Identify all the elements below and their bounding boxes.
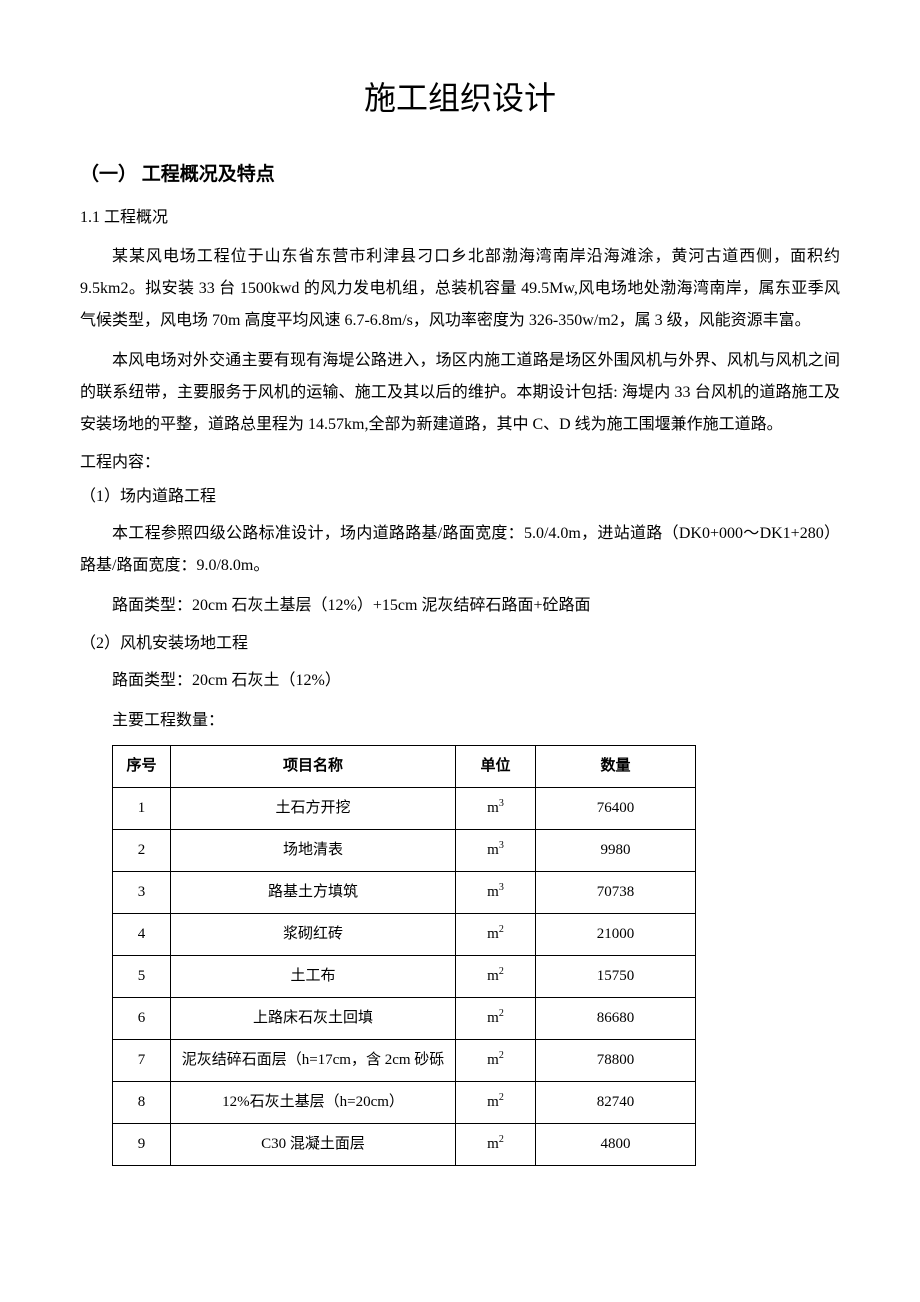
cell-unit: m2 — [456, 997, 536, 1039]
cell-name: 上路床石灰土回填 — [171, 997, 456, 1039]
cell-seq: 4 — [113, 913, 171, 955]
cell-unit: m2 — [456, 1039, 536, 1081]
cell-seq: 2 — [113, 829, 171, 871]
header-qty: 数量 — [536, 745, 696, 787]
cell-qty: 4800 — [536, 1123, 696, 1165]
cell-unit: m2 — [456, 1123, 536, 1165]
table-row: 812%石灰土基层（h=20cm）m282740 — [113, 1081, 696, 1123]
table-body: 1土石方开挖m3764002场地清表m399803路基土方填筑m3707384浆… — [113, 787, 696, 1165]
table-row: 7泥灰结碎石面层（h=17cm，含 2cm 砂砾m278800 — [113, 1039, 696, 1081]
cell-seq: 5 — [113, 955, 171, 997]
quantities-table-container: 序号 项目名称 单位 数量 1土石方开挖m3764002场地清表m399803路… — [112, 745, 840, 1166]
table-row: 4浆砌红砖m221000 — [113, 913, 696, 955]
cell-name: 泥灰结碎石面层（h=17cm，含 2cm 砂砾 — [171, 1039, 456, 1081]
section-1-heading: （一） 工程概况及特点 — [80, 158, 840, 192]
header-name: 项目名称 — [171, 745, 456, 787]
paragraph-1: 某某风电场工程位于山东省东营市利津县刁口乡北部渤海湾南岸沿海滩涂，黄河古道西侧，… — [80, 241, 840, 337]
cell-unit: m2 — [456, 913, 536, 955]
cell-qty: 9980 — [536, 829, 696, 871]
content-label: 工程内容： — [80, 449, 840, 478]
cell-seq: 6 — [113, 997, 171, 1039]
table-row: 6上路床石灰土回填m286680 — [113, 997, 696, 1039]
item-2-para-2: 主要工程数量： — [80, 705, 840, 737]
cell-unit: m2 — [456, 1081, 536, 1123]
cell-qty: 78800 — [536, 1039, 696, 1081]
cell-qty: 70738 — [536, 871, 696, 913]
header-seq: 序号 — [113, 745, 171, 787]
item-1-para-2: 路面类型：20cm 石灰土基层（12%）+15cm 泥灰结碎石路面+砼路面 — [80, 590, 840, 622]
cell-seq: 3 — [113, 871, 171, 913]
cell-seq: 9 — [113, 1123, 171, 1165]
cell-qty: 86680 — [536, 997, 696, 1039]
cell-qty: 21000 — [536, 913, 696, 955]
cell-name: 土石方开挖 — [171, 787, 456, 829]
cell-unit: m3 — [456, 829, 536, 871]
cell-name: C30 混凝土面层 — [171, 1123, 456, 1165]
item-1-para-1: 本工程参照四级公路标准设计，场内道路路基/路面宽度：5.0/4.0m，进站道路（… — [80, 518, 840, 582]
cell-seq: 7 — [113, 1039, 171, 1081]
document-title: 施工组织设计 — [80, 70, 840, 128]
cell-unit: m2 — [456, 955, 536, 997]
cell-name: 浆砌红砖 — [171, 913, 456, 955]
paragraph-2: 本风电场对外交通主要有现有海堤公路进入，场区内施工道路是场区外围风机与外界、风机… — [80, 345, 840, 441]
table-header-row: 序号 项目名称 单位 数量 — [113, 745, 696, 787]
table-row: 2场地清表m39980 — [113, 829, 696, 871]
item-2-label: （2）风机安装场地工程 — [80, 630, 840, 659]
header-unit: 单位 — [456, 745, 536, 787]
cell-qty: 82740 — [536, 1081, 696, 1123]
table-row: 1土石方开挖m376400 — [113, 787, 696, 829]
item-2-para-1: 路面类型：20cm 石灰土（12%） — [80, 665, 840, 697]
table-row: 3路基土方填筑m370738 — [113, 871, 696, 913]
cell-name: 场地清表 — [171, 829, 456, 871]
cell-qty: 15750 — [536, 955, 696, 997]
table-row: 5土工布m215750 — [113, 955, 696, 997]
cell-seq: 8 — [113, 1081, 171, 1123]
cell-unit: m3 — [456, 871, 536, 913]
cell-seq: 1 — [113, 787, 171, 829]
section-1-1-subheading: 1.1 工程概况 — [80, 204, 840, 233]
cell-name: 土工布 — [171, 955, 456, 997]
cell-name: 12%石灰土基层（h=20cm） — [171, 1081, 456, 1123]
item-1-label: （1）场内道路工程 — [80, 483, 840, 512]
cell-unit: m3 — [456, 787, 536, 829]
table-row: 9C30 混凝土面层m24800 — [113, 1123, 696, 1165]
cell-name: 路基土方填筑 — [171, 871, 456, 913]
cell-qty: 76400 — [536, 787, 696, 829]
quantities-table: 序号 项目名称 单位 数量 1土石方开挖m3764002场地清表m399803路… — [112, 745, 696, 1166]
